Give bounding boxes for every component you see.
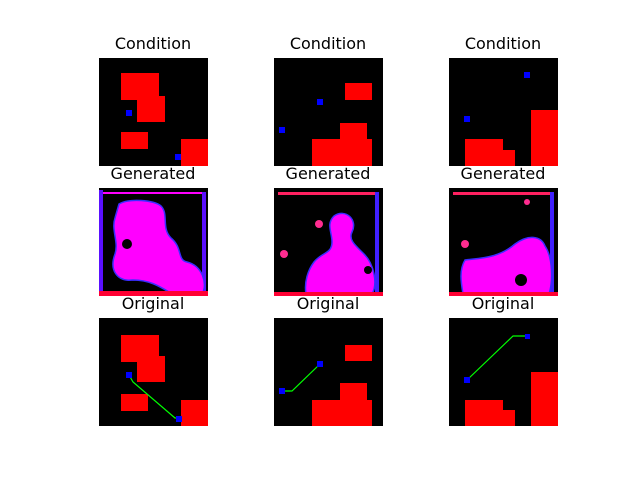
generated-image-1 xyxy=(99,188,208,296)
condition-image-1 xyxy=(99,58,208,166)
panel-title-condition-2: Condition xyxy=(289,34,367,53)
panel-title-original-3: Original xyxy=(471,294,535,313)
panel-title-generated-2: Generated xyxy=(285,164,371,183)
condition-image-3 xyxy=(449,58,558,166)
generated-image-3 xyxy=(449,188,558,296)
panel-title-original-2: Original xyxy=(296,294,360,313)
original-image-1 xyxy=(99,318,208,426)
original-image-2 xyxy=(274,318,383,426)
condition-image-2 xyxy=(274,58,383,166)
panel-title-generated-1: Generated xyxy=(110,164,196,183)
panel-title-condition-3: Condition xyxy=(464,34,542,53)
panel-title-original-1: Original xyxy=(121,294,185,313)
panel-title-condition-1: Condition xyxy=(114,34,192,53)
generated-image-2 xyxy=(274,188,383,296)
panel-title-generated-3: Generated xyxy=(460,164,546,183)
original-image-3 xyxy=(449,318,558,426)
